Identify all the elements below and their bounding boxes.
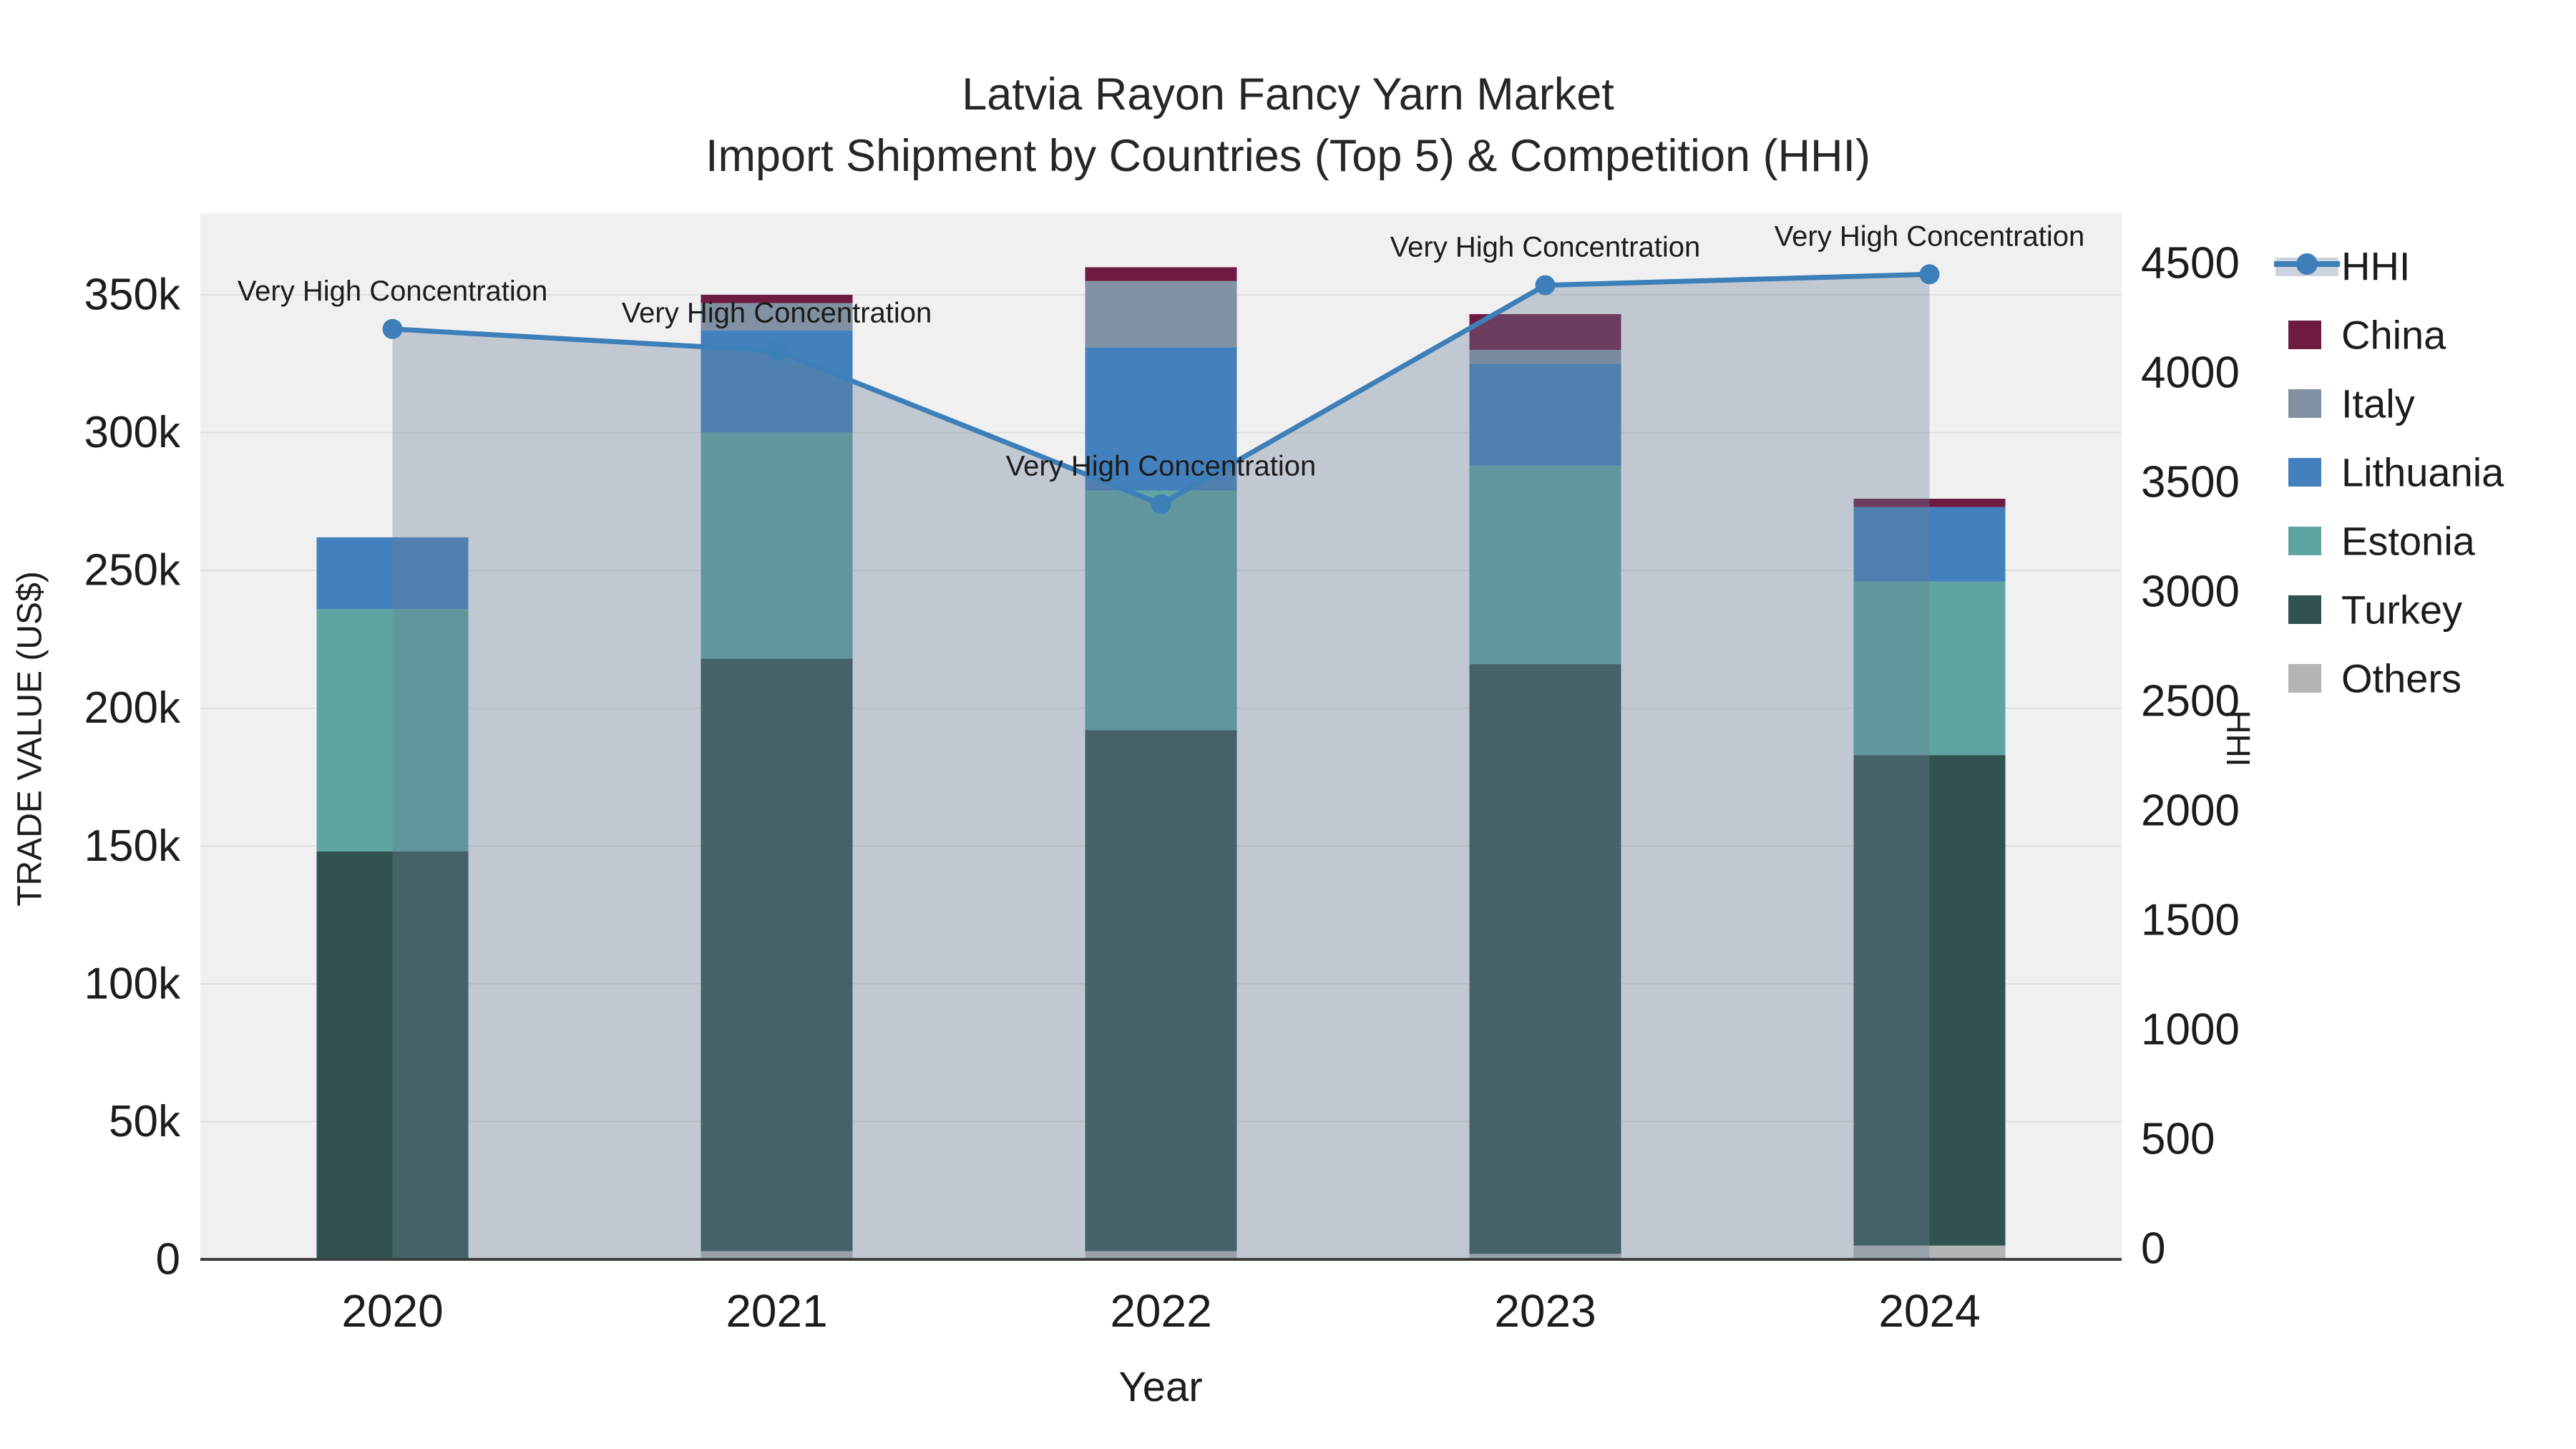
bar-segment-others-2022	[1085, 1251, 1237, 1259]
x-tick-2023: 2023	[1494, 1285, 1596, 1337]
bar-segment-others-2024	[1853, 1245, 2006, 1259]
legend-swatch-italy	[2288, 389, 2321, 418]
y-right-tick-2500: 2500	[2141, 677, 2240, 726]
legend-label-italy: Italy	[2341, 381, 2415, 426]
bar-segment-estonia-2023	[1469, 465, 1621, 665]
legend-label-china: China	[2341, 313, 2446, 358]
y-left-tick-150k: 150k	[84, 821, 181, 871]
legend-label-estonia: Estonia	[2341, 519, 2476, 564]
y-right-tick-1500: 1500	[2141, 896, 2240, 945]
y-right-tick-3500: 3500	[2141, 458, 2240, 507]
y-left-tick-350k: 350k	[84, 270, 181, 320]
y-axis-left-title: TRADE VALUE (US$)	[11, 571, 49, 907]
bar-segment-turkey-2020	[316, 851, 469, 1259]
hhi-marker-2023	[1535, 275, 1556, 296]
y-right-tick-4500: 4500	[2141, 239, 2240, 288]
legend-swatch-others	[2288, 664, 2321, 693]
legend-swatch-china	[2288, 321, 2321, 349]
legend-hhi-marker	[2296, 253, 2318, 275]
hhi-area-fill	[392, 274, 1930, 1259]
y-left-tick-300k: 300k	[84, 408, 181, 457]
x-tick-2021: 2021	[726, 1285, 827, 1337]
bar-segment-turkey-2024	[1853, 755, 2006, 1246]
bar-segment-others-2021	[701, 1251, 853, 1259]
legend-item-turkey[interactable]: Turkey	[2288, 587, 2462, 633]
bar-segment-italy-2021	[701, 303, 853, 331]
legend-item-hhi[interactable]: HHI	[2274, 244, 2410, 289]
legend-item-china[interactable]: China	[2288, 313, 2446, 358]
bar-segment-estonia-2022	[1085, 490, 1237, 731]
annotation-2022: Very High Concentration	[1006, 451, 1317, 482]
y-axis-right-title: HHI	[2220, 710, 2257, 767]
chart-title-line1: Latvia Rayon Fancy Yarn Market	[962, 69, 1614, 119]
bar-segment-italy-2023	[1469, 350, 1621, 364]
bar-segment-turkey-2022	[1085, 730, 1237, 1252]
hhi-marker-2022	[1151, 494, 1171, 514]
y-left-tick-50k: 50k	[109, 1097, 181, 1146]
legend-swatch-estonia	[2288, 527, 2321, 555]
bar-segment-lithuania-2023	[1469, 364, 1621, 466]
bar-segment-turkey-2021	[701, 658, 853, 1252]
legend-swatch-turkey	[2288, 595, 2321, 624]
x-tick-2020: 2020	[341, 1285, 443, 1337]
x-tick-2024: 2024	[1878, 1285, 1980, 1337]
y-right-tick-1000: 1000	[2141, 1005, 2240, 1055]
bar-segment-china-2023	[1469, 313, 1621, 351]
x-axis-title: Year	[1118, 1364, 1203, 1410]
chart-title-line2: Import Shipment by Countries (Top 5) & C…	[705, 131, 1871, 181]
legend-label-hhi: HHI	[2341, 244, 2410, 289]
bar-segment-lithuania-2020	[316, 537, 469, 610]
legend-label-lithuania: Lithuania	[2341, 450, 2504, 495]
hhi-marker-2024	[1919, 264, 1940, 285]
bar-segment-china-2022	[1085, 267, 1237, 281]
x-tick-2022: 2022	[1110, 1285, 1211, 1337]
y-right-tick-4000: 4000	[2141, 348, 2240, 398]
legend-swatch-lithuania	[2288, 458, 2321, 487]
annotation-2021: Very High Concentration	[622, 297, 932, 328]
annotation-2023: Very High Concentration	[1390, 232, 1701, 263]
bar-segment-lithuania-2022	[1085, 347, 1237, 491]
legend-item-others[interactable]: Others	[2288, 656, 2462, 701]
bar-segment-others-2023	[1469, 1254, 1621, 1259]
y-left-tick-0: 0	[156, 1235, 180, 1284]
bar-segment-china-2024	[1853, 499, 2006, 507]
bar-segment-turkey-2023	[1469, 664, 1621, 1254]
y-right-tick-0: 0	[2141, 1224, 2165, 1274]
annotation-2020: Very High Concentration	[238, 275, 548, 307]
hhi-marker-2021	[766, 341, 787, 361]
y-left-tick-250k: 250k	[84, 546, 181, 595]
y-right-tick-500: 500	[2141, 1115, 2215, 1164]
bar-segment-estonia-2024	[1853, 581, 2006, 756]
bar-segment-italy-2022	[1085, 280, 1237, 348]
legend-label-turkey: Turkey	[2341, 587, 2462, 633]
legend-item-italy[interactable]: Italy	[2288, 381, 2415, 426]
bar-segment-estonia-2020	[316, 609, 469, 852]
bar-segment-lithuania-2024	[1853, 507, 2006, 582]
annotation-2024: Very High Concentration	[1775, 220, 2085, 252]
y-left-tick-100k: 100k	[84, 959, 181, 1008]
hhi-marker-2020	[382, 318, 403, 339]
bar-segment-china-2021	[701, 295, 853, 303]
legend-item-estonia[interactable]: Estonia	[2288, 519, 2476, 564]
legend-item-lithuania[interactable]: Lithuania	[2288, 450, 2504, 495]
y-right-tick-3000: 3000	[2141, 567, 2240, 617]
y-left-tick-200k: 200k	[84, 683, 181, 733]
y-right-tick-2000: 2000	[2141, 786, 2240, 836]
legend-label-others: Others	[2341, 656, 2462, 701]
bar-segment-estonia-2021	[701, 432, 853, 659]
